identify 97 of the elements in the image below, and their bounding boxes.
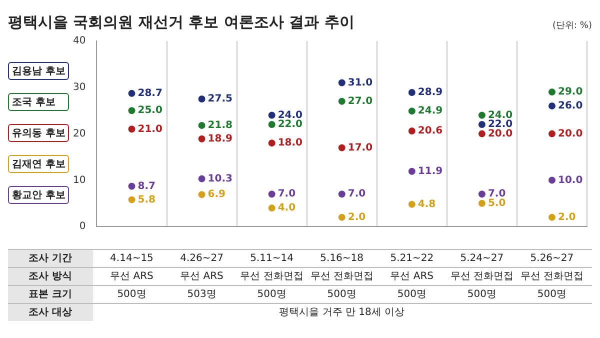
point bbox=[127, 195, 136, 204]
text: 5.16~18 bbox=[319, 252, 365, 266]
y-tick-label: 40 bbox=[72, 36, 86, 47]
y-tick-label: 30 bbox=[72, 82, 86, 93]
data-label: 28.7 bbox=[138, 88, 162, 100]
point bbox=[197, 190, 206, 200]
text: 조사 대상 bbox=[8, 304, 93, 321]
text: 5.24~27 bbox=[459, 252, 505, 266]
text: 500명 bbox=[116, 288, 148, 302]
data-label: 27.0 bbox=[348, 96, 373, 107]
y-tick-label: 0 bbox=[79, 221, 86, 232]
point bbox=[127, 88, 136, 98]
data-label: 2.0 bbox=[558, 212, 576, 223]
text: 500명 bbox=[466, 288, 498, 302]
data-label: 4.0 bbox=[278, 202, 296, 214]
text: 500명 bbox=[536, 288, 568, 302]
text: 김용남 후보 bbox=[8, 62, 70, 80]
text: 무선 전화면접 bbox=[309, 270, 374, 284]
point bbox=[127, 182, 136, 191]
data-label: 7.0 bbox=[348, 188, 366, 200]
text: 무선 전화면접 bbox=[239, 270, 304, 284]
data-label: 24.0 bbox=[488, 110, 513, 121]
text: 표본 크기 bbox=[8, 286, 93, 303]
point bbox=[267, 110, 276, 120]
text: 평택시을 거주 만 18세 이상 bbox=[278, 306, 406, 320]
point bbox=[337, 78, 346, 88]
text: 5.21~22 bbox=[389, 252, 435, 266]
text: 무선 ARS bbox=[389, 270, 435, 284]
data-label: 20.6 bbox=[418, 126, 443, 137]
data-label: 17.0 bbox=[348, 142, 373, 154]
point bbox=[337, 96, 346, 106]
text: 500명 bbox=[326, 288, 358, 302]
text: 무선 전화면접 bbox=[519, 270, 585, 284]
point bbox=[477, 198, 486, 208]
point bbox=[197, 94, 206, 104]
data-label: 7.0 bbox=[278, 188, 296, 200]
text: 500명 bbox=[396, 288, 428, 302]
text: 황교안 후보 bbox=[8, 186, 70, 204]
data-label: 27.5 bbox=[208, 94, 232, 105]
text: 4.26~27 bbox=[179, 252, 224, 266]
data-label: 4.8 bbox=[418, 198, 436, 210]
data-label: 21.0 bbox=[138, 124, 162, 135]
text: 김재연 후보 bbox=[8, 155, 70, 173]
y-tick-label: 20 bbox=[72, 128, 86, 140]
text: 무선 ARS bbox=[109, 270, 154, 284]
text: 유의동 후보 bbox=[8, 124, 70, 142]
point bbox=[477, 110, 486, 120]
data-label: 8.7 bbox=[138, 180, 156, 192]
data-label: 2.0 bbox=[348, 212, 366, 223]
data-label: 5.8 bbox=[138, 194, 156, 206]
data-label: 5.0 bbox=[488, 198, 506, 209]
text: 5.11~14 bbox=[249, 252, 294, 266]
data-label: 22.0 bbox=[488, 119, 513, 130]
data-label: 20.0 bbox=[488, 128, 513, 140]
text: 조국 후보 bbox=[8, 93, 70, 111]
text: 503명 bbox=[186, 288, 218, 302]
point bbox=[407, 200, 416, 209]
text: 4.14~15 bbox=[109, 252, 154, 266]
point bbox=[477, 129, 486, 138]
point bbox=[337, 212, 346, 222]
point bbox=[407, 166, 416, 176]
data-label: 25.0 bbox=[138, 105, 162, 116]
y-tick-label: 10 bbox=[72, 174, 86, 186]
chart-title: 평택시을 국회의원 재선거 후보 여론조사 결과 추이 bbox=[8, 13, 354, 32]
text: 조사 기간 bbox=[8, 250, 93, 267]
point bbox=[267, 138, 276, 148]
data-label: 10.0 bbox=[558, 174, 583, 186]
text: 무선 전화면접 bbox=[449, 270, 515, 284]
data-label: 10.3 bbox=[208, 173, 232, 184]
point bbox=[127, 106, 136, 116]
data-label: 18.9 bbox=[208, 134, 232, 144]
data-label: 31.0 bbox=[348, 77, 373, 88]
text: 무선 ARS bbox=[179, 270, 224, 284]
data-label: 22.0 bbox=[278, 119, 303, 130]
data-label: 6.9 bbox=[208, 189, 226, 200]
point bbox=[197, 134, 206, 144]
point bbox=[407, 106, 416, 116]
data-label: 26.0 bbox=[558, 100, 583, 112]
data-label: 18.0 bbox=[278, 138, 303, 149]
text: 5.26~27 bbox=[529, 252, 575, 266]
data-label: 21.8 bbox=[208, 120, 232, 132]
point bbox=[267, 190, 276, 199]
data-label: 7.0 bbox=[488, 188, 506, 200]
data-label: 28.9 bbox=[418, 87, 443, 98]
point bbox=[127, 124, 136, 134]
point bbox=[197, 174, 206, 184]
point bbox=[477, 190, 486, 199]
point bbox=[337, 143, 346, 152]
text: 500명 bbox=[256, 288, 288, 302]
data-label: 11.9 bbox=[418, 166, 443, 177]
data-label: 24.0 bbox=[278, 110, 303, 121]
data-label: 29.0 bbox=[558, 86, 583, 98]
text: (단위: %) bbox=[552, 20, 592, 32]
data-label: 20.0 bbox=[558, 128, 583, 140]
text: 조사 방식 bbox=[8, 268, 93, 285]
point bbox=[337, 190, 346, 199]
data-label: 24.9 bbox=[418, 106, 443, 117]
